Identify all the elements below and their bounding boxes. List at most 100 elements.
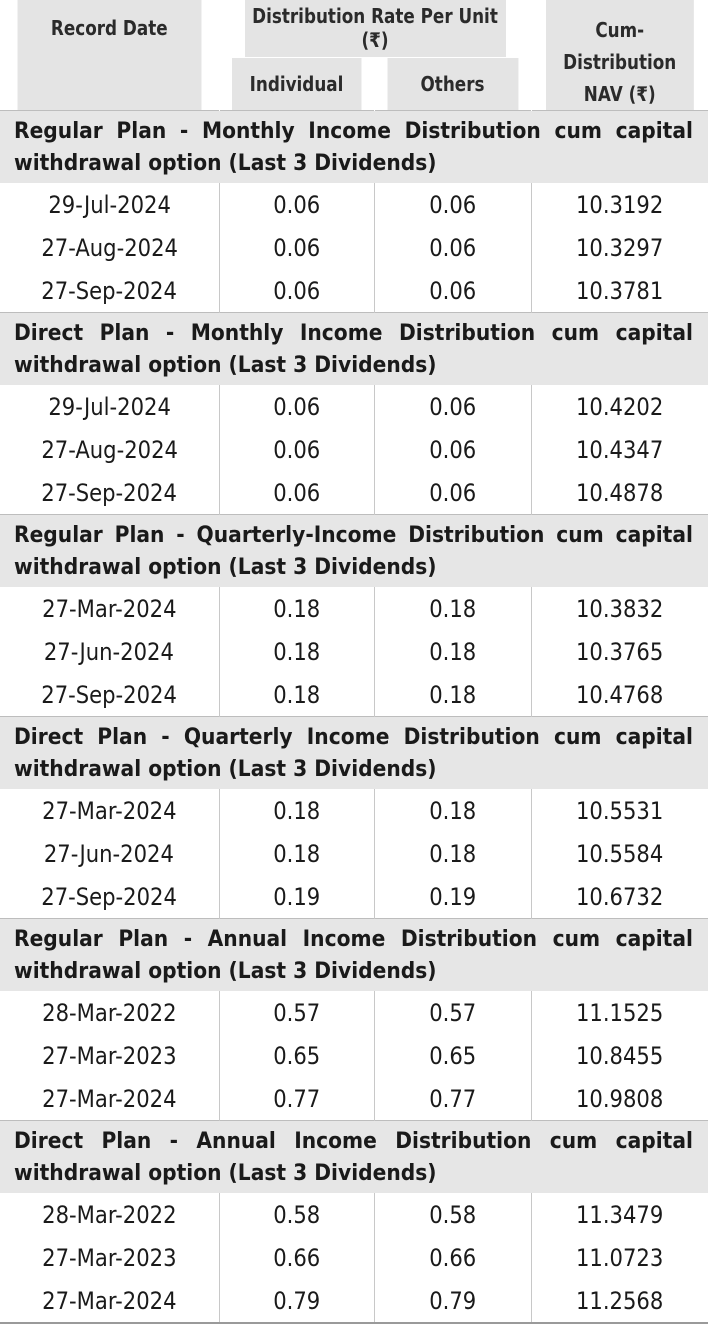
- table-row: 27-Mar-2024 0.77 0.77 10.9808: [0, 1077, 708, 1121]
- others-rate-cell-value: 0.77: [428, 1084, 477, 1113]
- nav-cell: 10.3765: [531, 630, 708, 673]
- others-rate-cell: 0.66: [374, 1236, 532, 1279]
- nav-cell-value: 11.0723: [576, 1243, 664, 1272]
- nav-cell-value: 10.5584: [576, 839, 664, 868]
- individual-rate-cell: 0.58: [219, 1193, 375, 1236]
- record-date-cell: 27-Mar-2023: [0, 1034, 220, 1077]
- nav-cell-value: 10.3832: [576, 594, 664, 623]
- individual-rate-cell-value: 0.06: [272, 392, 321, 421]
- plan-section: Regular Plan - Annual Income Distributio…: [0, 918, 709, 1121]
- record-date-cell-value: 27-Mar-2024: [42, 594, 177, 623]
- header-individual-label: Individual: [249, 71, 344, 96]
- record-date-cell-value: 27-Jun-2024: [44, 839, 175, 868]
- table-row: 27-Mar-2024 0.79 0.79 11.2568: [0, 1279, 709, 1324]
- individual-rate-cell-value: 0.66: [272, 1243, 321, 1272]
- record-date-cell: 29-Jul-2024: [0, 183, 220, 226]
- others-rate-cell-value: 0.18: [428, 839, 477, 868]
- individual-rate-cell: 0.66: [219, 1236, 375, 1279]
- plan-section: Regular Plan - Quarterly-Income Distribu…: [0, 514, 709, 717]
- others-rate-cell: 0.18: [374, 832, 532, 875]
- nav-cell-value: 10.9808: [576, 1084, 664, 1113]
- individual-rate-cell-value: 0.18: [272, 680, 321, 709]
- individual-rate-cell-value: 0.57: [272, 998, 321, 1027]
- record-date-cell: 27-Mar-2024: [0, 789, 220, 832]
- table-row: 27-Mar-2023 0.66 0.66 11.0723: [0, 1236, 708, 1279]
- others-rate-cell-value: 0.06: [428, 392, 477, 421]
- nav-cell: 10.4347: [531, 428, 708, 471]
- nav-cell: 11.1525: [531, 991, 708, 1034]
- section-title-row: Regular Plan - Quarterly-Income Distribu…: [0, 514, 709, 587]
- section-title-row: Regular Plan - Annual Income Distributio…: [0, 918, 709, 991]
- section-title: Direct Plan - Annual Income Distribution…: [0, 1120, 709, 1193]
- individual-rate-cell: 0.06: [219, 183, 375, 226]
- record-date-cell: 27-Aug-2024: [0, 428, 220, 471]
- record-date-cell: 27-Mar-2024: [0, 1077, 220, 1121]
- section-title-row: Direct Plan - Annual Income Distribution…: [0, 1120, 709, 1193]
- nav-cell: 10.3192: [531, 183, 708, 226]
- plan-section: Regular Plan - Monthly Income Distributi…: [0, 110, 709, 313]
- nav-cell: 10.4202: [531, 385, 708, 428]
- others-rate-cell-value: 0.18: [428, 796, 477, 825]
- individual-rate-cell-value: 0.06: [272, 233, 321, 262]
- nav-cell-value: 10.6732: [576, 882, 664, 911]
- record-date-cell-value: 27-Sep-2024: [41, 680, 178, 709]
- nav-cell: 10.5584: [531, 832, 708, 875]
- record-date-cell: 29-Jul-2024: [0, 385, 220, 428]
- record-date-cell-value: 28-Mar-2022: [42, 1200, 177, 1229]
- individual-rate-cell: 0.18: [219, 587, 375, 630]
- record-date-cell-value: 27-Mar-2024: [42, 1084, 177, 1113]
- nav-cell-value: 10.5531: [576, 796, 664, 825]
- header-nav-line2: NAV (₹): [583, 82, 656, 106]
- others-rate-cell: 0.18: [374, 789, 532, 832]
- nav-cell-value: 10.8455: [576, 1041, 664, 1070]
- record-date-cell-value: 27-Aug-2024: [40, 233, 178, 262]
- individual-rate-cell-value: 0.65: [272, 1041, 321, 1070]
- others-rate-cell-value: 0.06: [428, 233, 477, 262]
- table-row: 29-Jul-2024 0.06 0.06 10.4202: [0, 385, 708, 428]
- plan-section: Direct Plan - Monthly Income Distributio…: [0, 312, 709, 515]
- nav-cell: 10.5531: [531, 789, 708, 832]
- nav-cell: 10.4878: [531, 471, 708, 515]
- section-title-text: Direct Plan - Quarterly Income Distribut…: [14, 725, 693, 782]
- others-rate-cell-value: 0.18: [428, 637, 477, 666]
- others-rate-cell-value: 0.66: [428, 1243, 477, 1272]
- individual-rate-cell-value: 0.58: [272, 1200, 321, 1229]
- others-rate-cell: 0.79: [374, 1279, 532, 1324]
- individual-rate-cell-value: 0.18: [272, 594, 321, 623]
- section-title-text: Regular Plan - Annual Income Distributio…: [14, 927, 693, 984]
- record-date-cell-value: 27-Jun-2024: [44, 637, 175, 666]
- individual-rate-cell-value: 0.18: [272, 637, 321, 666]
- nav-cell-value: 10.3192: [576, 190, 664, 219]
- nav-cell-value: 10.3781: [576, 276, 664, 305]
- record-date-cell-value: 27-Sep-2024: [41, 276, 178, 305]
- individual-rate-cell-value: 0.18: [272, 839, 321, 868]
- others-rate-cell: 0.18: [374, 587, 532, 630]
- header-individual: Individual: [231, 56, 363, 111]
- nav-cell-value: 10.3297: [576, 233, 664, 262]
- section-title: Regular Plan - Monthly Income Distributi…: [0, 110, 709, 183]
- others-rate-cell: 0.18: [374, 673, 532, 717]
- record-date-cell: 27-Sep-2024: [0, 875, 220, 919]
- others-rate-cell: 0.19: [374, 875, 532, 919]
- table-row: 27-Sep-2024 0.06 0.06 10.4878: [0, 471, 708, 515]
- table-row: 28-Mar-2022 0.58 0.58 11.3479: [0, 1193, 708, 1236]
- dividend-history-table: Record Date Distribution Rate Per Unit (…: [0, 0, 709, 1324]
- record-date-cell: 27-Sep-2024: [0, 269, 220, 313]
- others-rate-cell: 0.06: [374, 183, 532, 226]
- nav-cell: 10.3832: [531, 587, 708, 630]
- record-date-cell: 27-Jun-2024: [0, 832, 220, 875]
- nav-cell: 11.0723: [531, 1236, 708, 1279]
- section-title-row: Direct Plan - Quarterly Income Distribut…: [0, 716, 709, 789]
- section-title: Direct Plan - Quarterly Income Distribut…: [0, 716, 709, 789]
- section-title-text: Regular Plan - Monthly Income Distributi…: [14, 119, 693, 176]
- others-rate-cell-value: 0.79: [428, 1286, 477, 1315]
- others-rate-cell: 0.06: [374, 428, 532, 471]
- nav-cell: 10.3781: [531, 269, 708, 313]
- record-date-cell: 28-Mar-2022: [0, 1193, 220, 1236]
- individual-rate-cell-value: 0.06: [272, 276, 321, 305]
- others-rate-cell-value: 0.57: [428, 998, 477, 1027]
- plan-section: Direct Plan - Annual Income Distribution…: [0, 1120, 709, 1324]
- record-date-cell-value: 29-Jul-2024: [47, 190, 171, 219]
- others-rate-cell: 0.18: [374, 630, 532, 673]
